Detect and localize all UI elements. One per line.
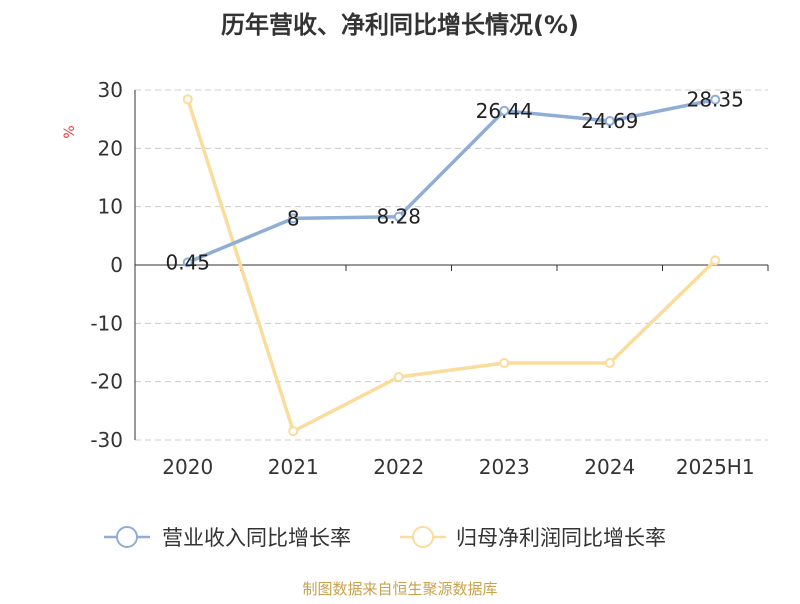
source-note: 制图数据来自恒生聚源数据库 <box>302 580 497 598</box>
y-axis-label: % <box>62 125 78 138</box>
data-point <box>604 358 615 368</box>
grid-lines <box>135 89 768 441</box>
data-point <box>604 115 615 126</box>
series-line <box>186 98 717 433</box>
x-tick-label: 2021 <box>268 455 319 479</box>
x-tick-label: 2023 <box>479 455 530 479</box>
legend-item: 归母净利润同比增长率 <box>400 526 666 550</box>
data-label: 8.28 <box>376 205 421 229</box>
data-point <box>710 94 721 105</box>
x-tick-label: 2024 <box>584 455 635 479</box>
legend: 营业收入同比增长率 归母净利润同比增长率 <box>104 526 666 550</box>
legend-marker <box>412 526 434 548</box>
legend-label: 营业收入同比增长率 <box>162 526 351 550</box>
y-tick-label: -30 <box>90 428 123 452</box>
data-point <box>499 105 510 116</box>
y-tick-labels: 30 20 10 0 -10 -20 -30 <box>90 78 123 452</box>
legend-marker <box>116 526 138 548</box>
data-point <box>710 255 721 266</box>
series-2 <box>182 94 721 437</box>
series-group: 0.45 8 8.28 26.44 24.69 28.35 <box>165 88 744 437</box>
data-point <box>393 372 404 382</box>
axes <box>134 90 769 440</box>
data-point <box>499 358 510 368</box>
series-1 <box>182 94 721 268</box>
y-tick-label: 0 <box>110 253 123 277</box>
legend-item: 营业收入同比增长率 <box>104 526 351 550</box>
data-label: 24.69 <box>581 109 638 133</box>
series-line <box>187 97 716 264</box>
data-point <box>288 213 299 224</box>
data-label: 8 <box>287 206 300 230</box>
data-point <box>288 426 299 437</box>
data-point <box>182 257 193 268</box>
y-tick-label: 20 <box>98 136 123 160</box>
data-label: 26.44 <box>476 99 533 123</box>
data-label: 28.35 <box>687 88 744 112</box>
data-label: 0.45 <box>165 250 210 274</box>
chart-title: 历年营收、净利同比增长情况(%) <box>221 11 579 39</box>
x-tick-label: 2025H1 <box>676 455 755 479</box>
data-point <box>393 211 404 222</box>
legend-label: 归母净利润同比增长率 <box>456 526 666 550</box>
y-tick-label: -20 <box>90 370 123 394</box>
x-tick-labels: 2020 2021 2022 2023 2024 2025H1 <box>162 455 754 479</box>
y-tick-label: 30 <box>98 78 123 102</box>
y-tick-label: -10 <box>90 311 123 335</box>
y-tick-label: 10 <box>98 195 123 219</box>
x-tick-label: 2022 <box>373 455 424 479</box>
x-tick-label: 2020 <box>162 455 213 479</box>
data-point <box>182 94 193 105</box>
